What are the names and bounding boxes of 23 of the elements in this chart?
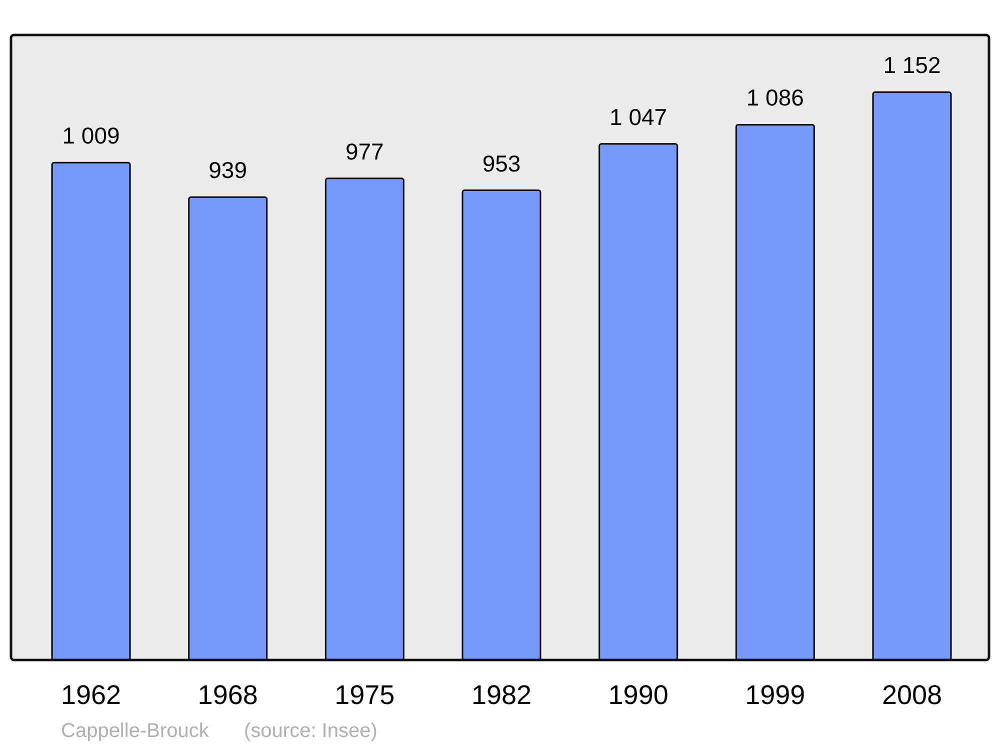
bar xyxy=(735,124,815,661)
x-tick-label: 1962 xyxy=(60,680,122,710)
data-label: 1 152 xyxy=(883,52,941,78)
bar xyxy=(598,143,678,661)
data-label: 1 047 xyxy=(610,104,668,130)
x-tick-label: 2008 xyxy=(882,680,942,710)
bar xyxy=(462,190,542,661)
text: Cappelle-Brouck xyxy=(61,720,210,742)
x-tick-label: 1975 xyxy=(334,680,395,710)
bar xyxy=(51,162,131,661)
x-tick-label: 1968 xyxy=(198,680,258,710)
x-tick-label: 1982 xyxy=(471,680,532,710)
data-label: 977 xyxy=(345,138,384,164)
data-label: 1 009 xyxy=(62,122,120,149)
x-tick-label: 1990 xyxy=(608,680,668,710)
data-label: 939 xyxy=(208,157,248,184)
bar xyxy=(872,91,952,661)
data-label: 1 086 xyxy=(746,84,804,111)
data-label: 953 xyxy=(482,150,521,176)
text: (source: Insee) xyxy=(244,720,378,742)
bar xyxy=(324,178,404,661)
x-tick-label: 1999 xyxy=(745,680,806,710)
bar xyxy=(188,196,268,661)
